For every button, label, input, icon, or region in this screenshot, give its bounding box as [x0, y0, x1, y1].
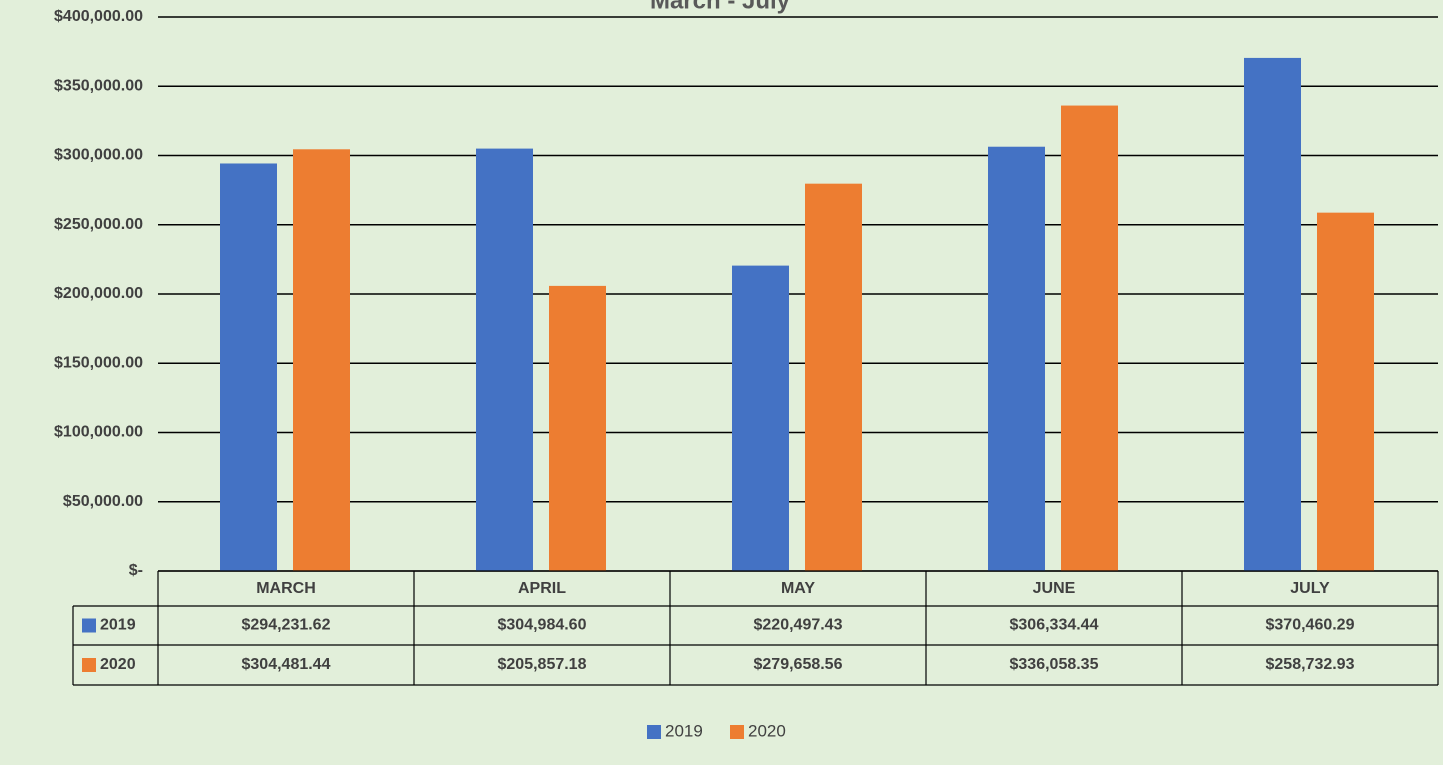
- x-tick-label: MARCH: [256, 580, 316, 597]
- bar: [476, 148, 533, 572]
- table-value: $294,231.62: [242, 617, 331, 634]
- legend-key: [647, 725, 661, 739]
- table-value: $205,857.18: [498, 656, 587, 673]
- bar: [220, 163, 277, 572]
- legend-label: 2020: [748, 721, 786, 740]
- y-tick-label: $250,000.00: [54, 216, 143, 233]
- legend-key: [730, 725, 744, 739]
- bar: [549, 285, 606, 571]
- bar: [805, 183, 862, 571]
- y-tick-label: $200,000.00: [54, 285, 143, 302]
- table-value: $370,460.29: [1266, 617, 1355, 634]
- table-value: $279,658.56: [754, 656, 843, 673]
- bar: [1317, 212, 1374, 571]
- x-tick-label: MAY: [781, 580, 815, 597]
- chart-title: March - July: [650, 0, 791, 14]
- table-value: $258,732.93: [1266, 656, 1355, 673]
- table-key: [82, 618, 96, 633]
- y-tick-label: $150,000.00: [54, 354, 143, 371]
- table-value: $336,058.35: [1010, 656, 1099, 673]
- table-key: [82, 658, 96, 672]
- table-value: $304,481.44: [242, 656, 331, 673]
- y-tick-label: $-: [129, 562, 143, 579]
- y-tick-label: $400,000.00: [54, 8, 143, 25]
- x-tick-label: APRIL: [518, 580, 566, 597]
- x-tick-label: JULY: [1290, 580, 1330, 597]
- bar: [1061, 105, 1118, 571]
- bar: [988, 146, 1045, 571]
- table-value: $220,497.43: [754, 617, 843, 634]
- table-row-label: 2020: [100, 656, 136, 673]
- bar: [1244, 57, 1301, 572]
- bar: [293, 149, 350, 571]
- x-tick-label: JUNE: [1033, 580, 1076, 597]
- y-tick-label: $300,000.00: [54, 147, 143, 164]
- bar: [732, 265, 789, 571]
- legend-label: 2019: [665, 721, 703, 740]
- table-value: $306,334.44: [1010, 617, 1099, 634]
- y-tick-label: $100,000.00: [54, 424, 143, 441]
- y-tick-label: $50,000.00: [63, 493, 143, 510]
- table-row-label: 2019: [100, 617, 136, 634]
- y-tick-label: $350,000.00: [54, 77, 143, 94]
- table-value: $304,984.60: [498, 617, 587, 634]
